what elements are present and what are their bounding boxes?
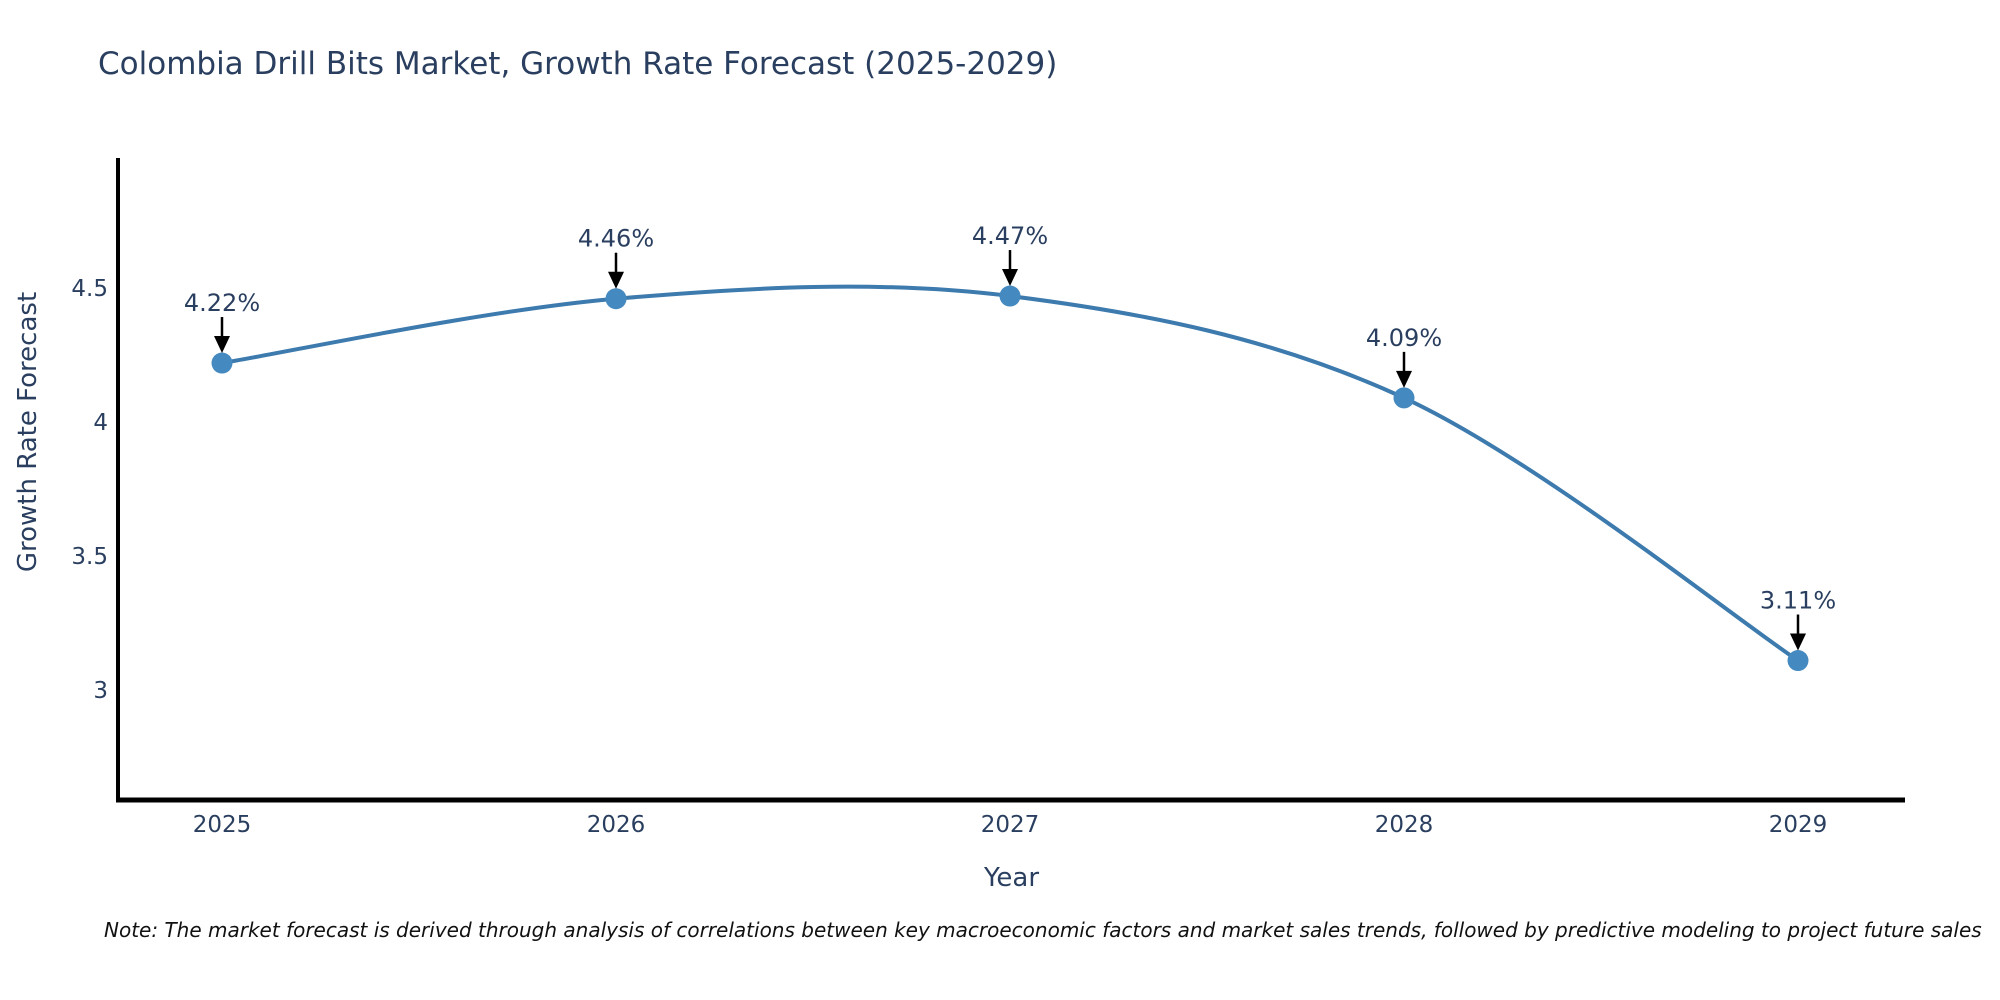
x-tick-label-2029: 2029 [1769, 812, 1828, 838]
annotation-label-2026: 4.46% [578, 225, 654, 253]
y-tick-label-3.5: 3.5 [71, 544, 108, 570]
annotation-label-2025: 4.22% [184, 289, 260, 317]
x-axis-title: Year [983, 863, 1039, 893]
data-point-2026 [605, 288, 627, 310]
data-point-2027 [999, 285, 1021, 307]
y-tick-label-4: 4 [93, 410, 108, 436]
x-tick-label-2027: 2027 [981, 812, 1040, 838]
data-point-2028 [1393, 387, 1415, 409]
x-tick-label-2028: 2028 [1375, 812, 1434, 838]
annotation-arrowhead-2028 [1396, 370, 1412, 388]
x-tick-label-2026: 2026 [587, 812, 646, 838]
footnote: Note: The market forecast is derived thr… [104, 918, 1982, 942]
chart-title: Colombia Drill Bits Market, Growth Rate … [98, 46, 1058, 82]
annotation-arrowhead-2026 [608, 271, 624, 289]
annotation-label-2029: 3.11% [1760, 587, 1836, 615]
x-tick-label-2025: 2025 [193, 812, 252, 838]
y-tick-label-4.5: 4.5 [71, 276, 108, 302]
data-point-2025 [211, 352, 233, 374]
data-point-2029 [1787, 650, 1809, 672]
annotation-arrowhead-2029 [1790, 633, 1806, 651]
annotation-arrowhead-2025 [214, 336, 230, 354]
annotation-label-2027: 4.47% [972, 222, 1048, 250]
y-tick-label-3: 3 [93, 678, 108, 704]
forecast-line [220, 284, 1800, 663]
annotation-arrowhead-2027 [1002, 269, 1018, 287]
y-axis-title: Growth Rate Forecast [13, 292, 43, 572]
annotation-label-2028: 4.09% [1366, 324, 1442, 352]
